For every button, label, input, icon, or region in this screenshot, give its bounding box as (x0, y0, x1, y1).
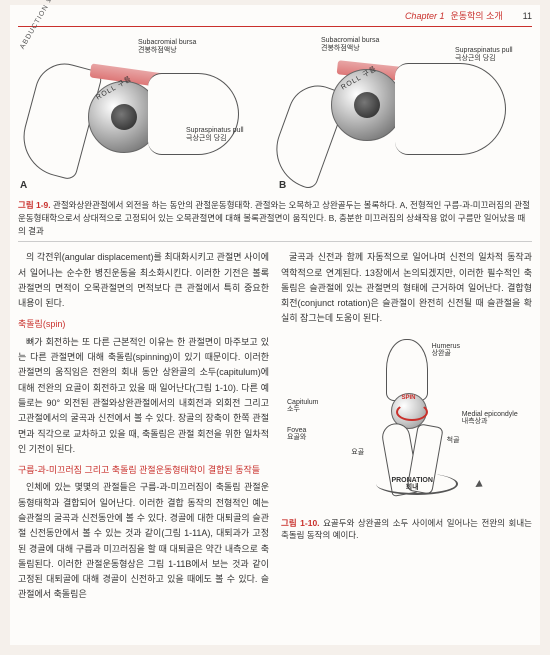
body-para-4: 굴곡과 신전과 함께 자동적으로 일어나며 신전의 일차적 동작과 역학적으로 … (281, 250, 532, 326)
spin-label: SPIN (401, 395, 415, 402)
body-para-1: 의 각전위(angular displacement)를 최대화시키고 관절면 … (18, 250, 269, 311)
subacromial-label-a: Subacromial bursa 견봉하점액낭 (138, 39, 196, 54)
body-para-2: 뼈가 회전하는 또 다른 근본적인 이유는 한 관절면이 마주보고 있는 다른 … (18, 335, 269, 457)
left-column: 의 각전위(angular displacement)를 최대화시키고 관절면 … (18, 250, 269, 603)
panel-b-letter: B (279, 180, 286, 191)
combo-heading: 구름-과-미끄러짐 그리고 축돌림 관절운동형태학이 결합된 동작들 (18, 463, 269, 478)
figure-1-9: ABDUCTION 외전 ROLL 구름 Subacromial bursa 견… (18, 33, 532, 193)
pronation-label: PRONATION 회내 (391, 477, 432, 492)
yogol-label: 요골 (351, 449, 364, 457)
fig19-number: 그림 1-9. (18, 200, 51, 210)
panel-a-letter: A (20, 180, 27, 191)
supraspinatus-label-a: Supraspinatus pull 극상근의 당김 (186, 127, 244, 142)
right-column: 굴곡과 신전과 함께 자동적으로 일어나며 신전의 일차적 동작과 역학적으로 … (281, 250, 532, 603)
body-columns: 의 각전위(angular displacement)를 최대화시키고 관절면 … (18, 250, 532, 603)
chapter-label: Chapter 1 (405, 11, 445, 21)
figure-1-9-caption: 그림 1-9. 관절와상완관절에서 외전을 하는 동안의 관절운동형태학. 관절… (18, 199, 532, 242)
supraspinatus-label-b: Supraspinatus pull 극상근의 당김 (455, 47, 513, 62)
spin-heading: 축돌림(spin) (18, 317, 269, 332)
figure-panel-b: ROLL 구름 Subacromial bursa 견봉하점액낭 Suprasp… (277, 33, 532, 193)
page-header: Chapter 1 운동학의 소개 11 (18, 5, 532, 27)
chapter-title: 운동학의 소개 (450, 9, 502, 22)
fovea-label: Fovea 요골와 (287, 427, 306, 442)
subacromial-label-b: Subacromial bursa 견봉하점액낭 (321, 37, 379, 52)
medial-label: Medial epicondyle 내측상과 (462, 411, 518, 426)
figure-panel-a: ABDUCTION 외전 ROLL 구름 Subacromial bursa 견… (18, 33, 273, 193)
figure-1-10: Humerus 상완골 SPIN Capitulum 소두 Fovea 요골와 … (281, 333, 532, 513)
figure-1-10-caption: 그림 1-10. 요골두와 상완골의 소두 사이에서 일어나는 전완의 회내는 … (281, 517, 532, 543)
page-number: 11 (523, 11, 532, 21)
fig110-number: 그림 1-10. (281, 518, 320, 528)
capitulum-label: Capitulum 소두 (287, 399, 319, 414)
humerus-label: Humerus 상완골 (432, 343, 460, 358)
fig19-text: 관절와상완관절에서 외전을 하는 동안의 관절운동형태학. 관절와는 오목하고 … (18, 200, 530, 236)
ulna-label: 척골 (447, 437, 460, 445)
body-para-3: 인체에 있는 몇몇의 관절들은 구름-과-미끄러짐이 축돌림 관절운동형태학과 … (18, 480, 269, 602)
